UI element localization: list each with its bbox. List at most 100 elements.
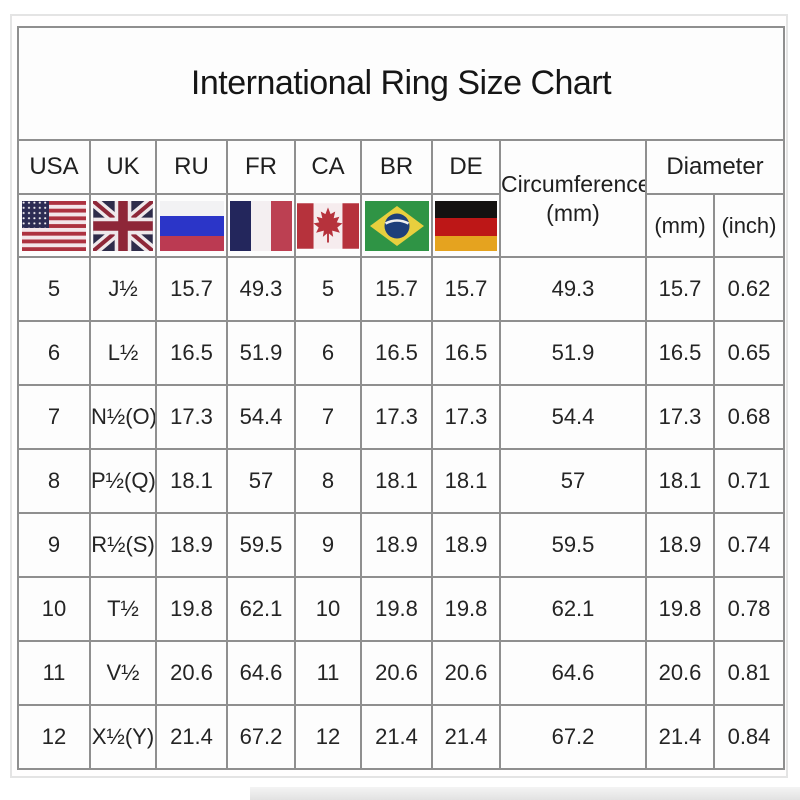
table-cell: 64.6 xyxy=(499,640,647,706)
table-cell: 19.8 xyxy=(360,576,433,642)
table-cell: R½(S) xyxy=(89,512,157,578)
column-header-br: BR xyxy=(360,139,433,195)
column-header-circumference: Circumference (mm) xyxy=(499,139,647,258)
table-cell: 7 xyxy=(294,384,362,450)
france-flag-icon xyxy=(230,200,292,251)
table-cell: 21.4 xyxy=(155,704,228,770)
table-cell: 67.2 xyxy=(499,704,647,770)
table-cell: 0.68 xyxy=(713,384,785,450)
table-cell: 21.4 xyxy=(645,704,715,770)
table-cell: 12 xyxy=(17,704,91,770)
circumference-unit: (mm) xyxy=(546,199,600,226)
table-cell: 0.71 xyxy=(713,448,785,514)
table-cell: 0.74 xyxy=(713,512,785,578)
table-cell: V½ xyxy=(89,640,157,706)
table-row: 6 L½ 16.5 51.9 6 16.5 16.5 51.9 16.5 0.65 xyxy=(17,320,785,386)
table-row: 5 J½ 15.7 49.3 5 15.7 15.7 49.3 15.7 0.62 xyxy=(17,256,785,322)
table-cell: 59.5 xyxy=(226,512,296,578)
brazil-flag-icon xyxy=(364,200,429,251)
column-header-ca: CA xyxy=(294,139,362,195)
table-cell: 17.3 xyxy=(155,384,228,450)
table-cell: 9 xyxy=(294,512,362,578)
table-cell: 15.7 xyxy=(431,256,501,322)
table-cell: 20.6 xyxy=(645,640,715,706)
table-cell: 15.7 xyxy=(155,256,228,322)
table-cell: 54.4 xyxy=(226,384,296,450)
table-cell: 9 xyxy=(17,512,91,578)
table-cell: 20.6 xyxy=(360,640,433,706)
uk-flag-icon xyxy=(93,200,153,251)
table-cell: 6 xyxy=(294,320,362,386)
flag-row: (mm) (inch) xyxy=(17,193,785,258)
de-flag-cell xyxy=(431,193,501,258)
usa-flag-cell xyxy=(17,193,91,258)
column-header-de: DE xyxy=(431,139,501,195)
table-cell: 10 xyxy=(17,576,91,642)
header-label-row: USA UK RU FR CA BR DE Circumference (mm)… xyxy=(17,139,785,258)
table-cell: 59.5 xyxy=(499,512,647,578)
table-cell: 62.1 xyxy=(499,576,647,642)
table-row: 8 P½(Q) 18.1 57 8 18.1 18.1 57 18.1 0.71 xyxy=(17,448,785,514)
table-cell: 0.62 xyxy=(713,256,785,322)
table-cell: 19.8 xyxy=(155,576,228,642)
diameter-mm-header: (mm) xyxy=(645,193,715,258)
table-cell: 0.65 xyxy=(713,320,785,386)
table-cell: P½(Q) xyxy=(89,448,157,514)
table-cell: 15.7 xyxy=(360,256,433,322)
fr-flag-cell xyxy=(226,193,296,258)
table-cell: 11 xyxy=(294,640,362,706)
table-cell: 57 xyxy=(499,448,647,514)
table-cell: 8 xyxy=(294,448,362,514)
table-cell: 62.1 xyxy=(226,576,296,642)
table-cell: 18.9 xyxy=(431,512,501,578)
column-header-ru: RU xyxy=(155,139,228,195)
table-cell: N½(O) xyxy=(89,384,157,450)
table-cell: 20.6 xyxy=(431,640,501,706)
germany-flag-icon xyxy=(435,200,497,251)
table-cell: 5 xyxy=(294,256,362,322)
table-cell: 18.9 xyxy=(155,512,228,578)
table-cell: 51.9 xyxy=(499,320,647,386)
bottom-edge-strip xyxy=(250,787,800,800)
table-cell: 7 xyxy=(17,384,91,450)
table-cell: 17.3 xyxy=(360,384,433,450)
table-cell: 18.1 xyxy=(155,448,228,514)
br-flag-cell xyxy=(360,193,433,258)
table-cell: 49.3 xyxy=(226,256,296,322)
table-cell: 8 xyxy=(17,448,91,514)
table-row: 12 X½(Y) 21.4 67.2 12 21.4 21.4 67.2 21.4 0.84 xyxy=(17,704,785,770)
column-header-fr: FR xyxy=(226,139,296,195)
table-cell: 17.3 xyxy=(431,384,501,450)
table-row: 9 R½(S) 18.9 59.5 9 18.9 18.9 59.5 18.9 0.74 xyxy=(17,512,785,578)
table-cell: 54.4 xyxy=(499,384,647,450)
table-row: 11 V½ 20.6 64.6 11 20.6 20.6 64.6 20.6 0.81 xyxy=(17,640,785,706)
table-cell: 15.7 xyxy=(645,256,715,322)
page-title: International Ring Size Chart xyxy=(17,26,785,141)
table-cell: 51.9 xyxy=(226,320,296,386)
table-cell: 0.78 xyxy=(713,576,785,642)
ring-size-table: International Ring Size Chart USA UK RU … xyxy=(17,26,785,770)
column-header-uk: UK xyxy=(89,139,157,195)
table-body: 5 J½ 15.7 49.3 5 15.7 15.7 49.3 15.7 0.62 6 L½ 16.5 5… xyxy=(17,256,785,770)
chart-frame: International Ring Size Chart USA UK RU … xyxy=(10,14,788,778)
table-cell: 64.6 xyxy=(226,640,296,706)
table-cell: 21.4 xyxy=(360,704,433,770)
table-cell: 17.3 xyxy=(645,384,715,450)
ru-flag-cell xyxy=(155,193,228,258)
table-cell: 20.6 xyxy=(155,640,228,706)
table-cell: 18.9 xyxy=(645,512,715,578)
circumference-label: Circumference xyxy=(501,170,646,197)
table-cell: 5 xyxy=(17,256,91,322)
diameter-inch-header: (inch) xyxy=(713,193,785,258)
column-header-usa: USA xyxy=(17,139,91,195)
column-header-diameter: Diameter xyxy=(645,139,785,195)
table-cell: 16.5 xyxy=(360,320,433,386)
table-cell: 57 xyxy=(226,448,296,514)
table-cell: 67.2 xyxy=(226,704,296,770)
table-cell: L½ xyxy=(89,320,157,386)
ca-flag-cell xyxy=(294,193,362,258)
table-cell: 6 xyxy=(17,320,91,386)
table-cell: 49.3 xyxy=(499,256,647,322)
table-cell: 16.5 xyxy=(645,320,715,386)
title-row: International Ring Size Chart xyxy=(17,26,785,141)
